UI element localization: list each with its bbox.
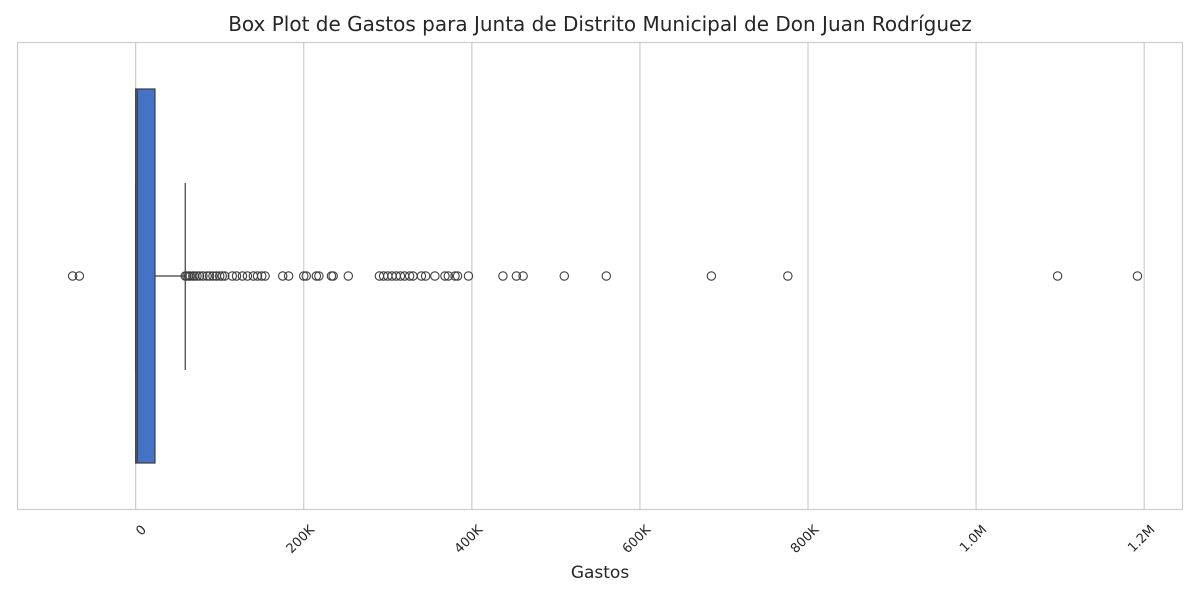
- outlier-point: [214, 271, 225, 281]
- box-layer: [135, 88, 186, 464]
- outlier-point: [328, 271, 338, 281]
- outlier-point: [194, 271, 205, 281]
- x-tick-label: 600K: [620, 522, 655, 557]
- box-iqr: [135, 88, 156, 464]
- outlier-point: [416, 271, 427, 281]
- outlier-point: [443, 271, 454, 281]
- outlier-point: [252, 271, 263, 281]
- outlier-point: [440, 271, 450, 281]
- outlier-point: [311, 271, 322, 281]
- outlier-point: [74, 271, 85, 281]
- outlier-point: [185, 271, 196, 281]
- outlier-point: [217, 271, 227, 281]
- outlier-point: [601, 271, 612, 281]
- plot-frame: [16, 41, 1184, 511]
- outlier-point: [192, 271, 202, 281]
- outlier-point: [208, 271, 218, 281]
- x-axis-label: Gastos: [571, 563, 630, 583]
- outlier-point: [298, 271, 309, 281]
- outlier-point: [227, 271, 238, 281]
- outlier-point: [518, 271, 528, 281]
- outlier-point: [452, 271, 463, 281]
- outlier-point: [283, 271, 294, 281]
- outlier-point: [450, 271, 460, 281]
- x-tick-label: 1.0M: [957, 523, 990, 556]
- outlier-point: [204, 271, 215, 281]
- outlier-point: [430, 271, 440, 281]
- outlier-point: [1052, 271, 1063, 281]
- outlier-point: [343, 271, 354, 281]
- outlier-point: [198, 271, 208, 281]
- outlier-point: [559, 271, 570, 281]
- outlier-point: [67, 271, 78, 281]
- outlier-point: [706, 271, 717, 281]
- x-tick-label: 1.2M: [1125, 523, 1158, 556]
- outlier-point: [256, 271, 267, 281]
- x-tick-label: 800K: [788, 522, 823, 557]
- outlier-point: [395, 271, 406, 281]
- x-tick-label: 200K: [284, 522, 319, 557]
- outlier-point: [231, 271, 242, 281]
- outlier-point: [498, 271, 508, 281]
- outlier-point: [242, 271, 253, 281]
- x-tick-label: 400K: [452, 522, 487, 557]
- chart-title: Box Plot de Gastos para Junta de Distrit…: [228, 12, 972, 36]
- outlier-point: [277, 271, 288, 281]
- outlier-point: [463, 271, 474, 281]
- outlier-layer: [67, 271, 1143, 281]
- outlier-point: [219, 271, 230, 281]
- outlier-point: [237, 271, 248, 281]
- outlier-point: [404, 271, 415, 281]
- outlier-point: [783, 271, 793, 281]
- outlier-point: [314, 271, 324, 281]
- outlier-point: [1132, 271, 1143, 281]
- outlier-point: [202, 271, 212, 281]
- outlier-point: [260, 271, 270, 281]
- x-tick-label: 0: [133, 523, 149, 539]
- outlier-point: [301, 271, 312, 281]
- tick-layer: 0 200K 400K 600K 800K 1.0M 1.2M: [133, 522, 1158, 557]
- outlier-point: [511, 271, 522, 281]
- outlier-point: [420, 271, 431, 281]
